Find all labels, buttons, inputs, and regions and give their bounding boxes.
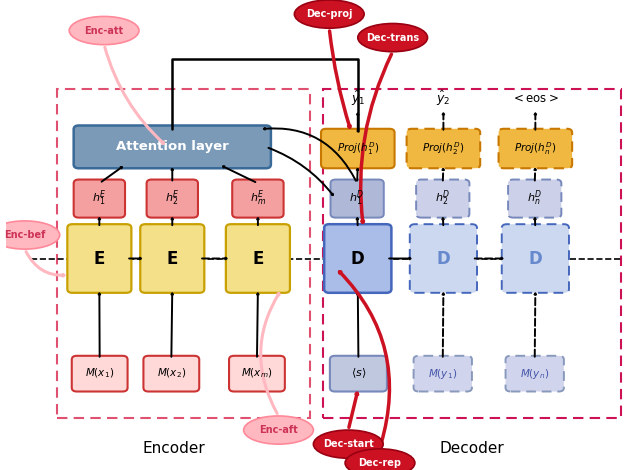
FancyBboxPatch shape (74, 180, 125, 218)
FancyArrowPatch shape (172, 59, 358, 131)
Text: $M(y_1)$: $M(y_1)$ (428, 367, 458, 381)
Text: $h_2^D$: $h_2^D$ (435, 189, 451, 208)
Text: E: E (93, 250, 105, 267)
Text: $\hat{y}_1$: $\hat{y}_1$ (351, 89, 365, 108)
FancyBboxPatch shape (74, 125, 271, 168)
Text: D: D (529, 250, 542, 267)
Text: Dec-start: Dec-start (323, 439, 374, 449)
FancyBboxPatch shape (506, 356, 564, 392)
Ellipse shape (69, 16, 139, 45)
FancyBboxPatch shape (143, 356, 199, 392)
Bar (56, 89, 310, 418)
FancyBboxPatch shape (330, 180, 384, 218)
FancyBboxPatch shape (67, 224, 131, 293)
Ellipse shape (244, 416, 314, 444)
Text: Enc-att: Enc-att (84, 25, 124, 36)
Text: Enc-bef: Enc-bef (4, 230, 45, 240)
FancyBboxPatch shape (413, 356, 472, 392)
FancyBboxPatch shape (324, 224, 392, 293)
FancyBboxPatch shape (229, 356, 285, 392)
Text: $M(x_2)$: $M(x_2)$ (157, 367, 186, 380)
Text: Dec-trans: Dec-trans (366, 32, 419, 43)
Text: Encoder: Encoder (143, 441, 205, 456)
FancyBboxPatch shape (147, 180, 198, 218)
Text: Enc-aft: Enc-aft (259, 425, 298, 435)
Text: D: D (436, 250, 451, 267)
Text: $h_1^E$: $h_1^E$ (92, 189, 107, 208)
Bar (323, 89, 621, 418)
Text: $h_n^D$: $h_n^D$ (527, 189, 543, 208)
Text: $Proj(h_1^D)$: $Proj(h_1^D)$ (337, 140, 379, 157)
Text: $h_1^D$: $h_1^D$ (349, 189, 365, 208)
Text: $M(x_1)$: $M(x_1)$ (85, 367, 115, 380)
Text: $h_m^E$: $h_m^E$ (250, 189, 266, 208)
FancyBboxPatch shape (140, 224, 204, 293)
FancyBboxPatch shape (72, 356, 127, 392)
FancyBboxPatch shape (416, 180, 469, 218)
FancyBboxPatch shape (330, 356, 387, 392)
Text: D: D (351, 250, 365, 267)
FancyBboxPatch shape (232, 180, 284, 218)
FancyBboxPatch shape (508, 180, 561, 218)
Text: $\hat{y}_2$: $\hat{y}_2$ (436, 89, 451, 108)
Text: E: E (166, 250, 178, 267)
FancyBboxPatch shape (406, 129, 480, 168)
FancyBboxPatch shape (499, 129, 572, 168)
Text: $Proj(h_2^D)$: $Proj(h_2^D)$ (422, 140, 465, 157)
Ellipse shape (345, 449, 415, 470)
Ellipse shape (358, 24, 428, 52)
Text: Dec-proj: Dec-proj (306, 9, 353, 19)
Text: $M(y_n)$: $M(y_n)$ (520, 367, 549, 381)
FancyBboxPatch shape (502, 224, 569, 293)
Text: Attention layer: Attention layer (116, 141, 228, 153)
Text: Dec-rep: Dec-rep (358, 458, 401, 468)
Ellipse shape (0, 221, 60, 249)
Text: $M(x_m)$: $M(x_m)$ (241, 367, 273, 380)
Text: E: E (252, 250, 264, 267)
Text: $\langle s \rangle$: $\langle s \rangle$ (351, 367, 366, 380)
Text: $<$eos$>$: $<$eos$>$ (511, 92, 559, 105)
FancyBboxPatch shape (321, 129, 395, 168)
Text: $Proj(h_n^D)$: $Proj(h_n^D)$ (515, 140, 556, 157)
Text: Decoder: Decoder (440, 441, 504, 456)
Ellipse shape (314, 430, 383, 458)
Ellipse shape (294, 0, 364, 28)
FancyBboxPatch shape (410, 224, 477, 293)
Text: $h_2^E$: $h_2^E$ (165, 189, 180, 208)
FancyBboxPatch shape (226, 224, 290, 293)
